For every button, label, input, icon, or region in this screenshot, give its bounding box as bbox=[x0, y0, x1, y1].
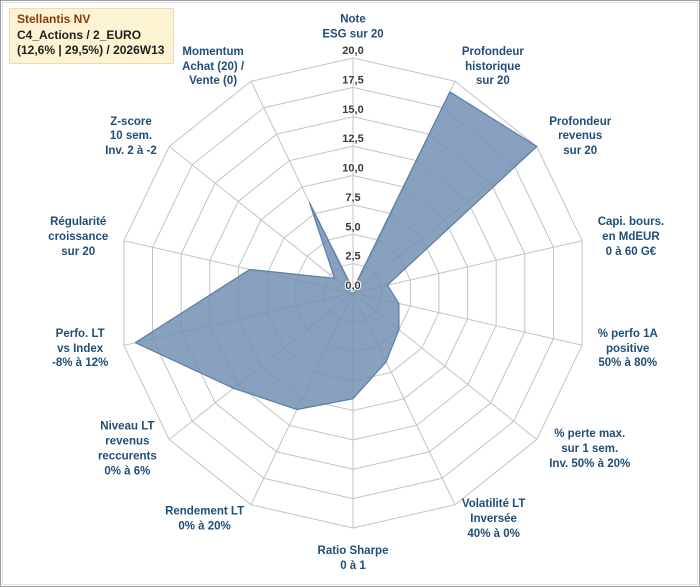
radial-tick-label: 10,0 bbox=[342, 163, 363, 175]
instrument-name: Stellantis NV bbox=[17, 12, 91, 26]
axis-label-3: Capi. bours. en MdEUR 0 à 60 G€ bbox=[597, 216, 665, 258]
axis-label-2: Profondeur revenus sur 20 bbox=[549, 115, 612, 157]
performance-and-week: (12,6% | 29,5%) / 2026W13 bbox=[17, 43, 165, 58]
radial-tick-label: 5,0 bbox=[345, 221, 360, 233]
axis-label-8: Rendement LT 0% à 20% bbox=[165, 505, 245, 533]
radar-spoke bbox=[168, 146, 354, 294]
axis-label-6: Volatilité LT Inversée 40% à 0% bbox=[461, 498, 526, 540]
axis-label-9: Niveau LT revenus reccurents 0% à 6% bbox=[97, 421, 157, 478]
radial-tick-label: 20,0 bbox=[342, 45, 363, 57]
radial-tick-label: 17,5 bbox=[342, 74, 363, 86]
axis-label-1: Profondeur historique sur 20 bbox=[461, 45, 524, 88]
radial-tick-label: 0,0 bbox=[345, 280, 360, 292]
axis-label-12: Z-score 10 sem. Inv. 2 à -2 bbox=[105, 115, 157, 157]
title-box: Stellantis NV C4_Actions / 2_EURO (12,6%… bbox=[9, 8, 175, 64]
axis-label-0: Note ESG sur 20 bbox=[322, 13, 384, 41]
axis-label-7: Ratio Sharpe 0 à 1 bbox=[317, 545, 389, 572]
axis-label-13: Momentum Achat (20) / Vente (0) bbox=[182, 45, 245, 88]
radial-tick-label: 7,5 bbox=[345, 192, 360, 204]
radial-tick-label: 12,5 bbox=[342, 133, 363, 145]
radar-spoke bbox=[352, 240, 583, 294]
radial-tick-label: 2,5 bbox=[345, 251, 360, 263]
radial-tick-label: 15,0 bbox=[342, 104, 363, 116]
radar-series-polygon bbox=[134, 91, 538, 411]
axis-label-5: % perte max. sur 1 sem. Inv. 50% à 20% bbox=[549, 428, 631, 470]
axis-label-11: Régularité croissance sur 20 bbox=[48, 216, 109, 258]
axis-label-4: % perfo 1A positive 50% à 80% bbox=[597, 327, 658, 370]
axis-label-10: Perfo. LT vs Index -8% à 12% bbox=[52, 327, 109, 370]
portfolio-category: C4_Actions / 2_EURO bbox=[17, 27, 142, 42]
